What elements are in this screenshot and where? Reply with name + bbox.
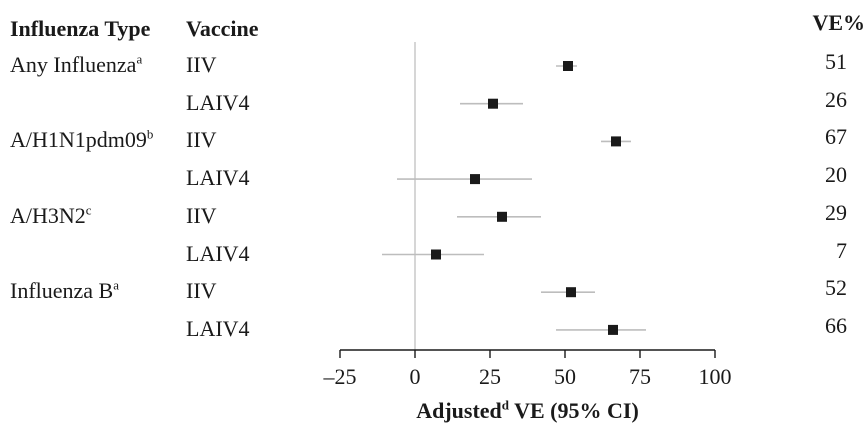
vaccine-label: LAIV4 [186,165,250,191]
ve-percent-value: 26 [825,86,847,112]
influenza-type-text: Influenza B [10,278,114,304]
ve-percent-value: 29 [825,199,847,225]
influenza-type-superscript: a [136,51,143,67]
influenza-type-superscript: b [146,127,154,143]
ve-point-marker [608,324,618,335]
vaccine-label: IIV [186,52,217,77]
vaccine-label: LAIV4 [186,89,250,115]
x-axis-tick-label: –25 [323,364,357,389]
ve-percent-value: 52 [825,275,847,301]
ve-point-marker [497,211,507,222]
x-axis-tick-label: 50 [554,364,576,389]
influenza-type-label: A/H3N2c [10,203,92,229]
vaccine-label: LAIV4 [186,240,250,266]
ve-point-marker [470,174,480,185]
x-axis-title-rest: VE (95% CI) [509,398,639,423]
ve-percent-value: 7 [836,237,847,263]
ve-percent-value: 67 [825,124,847,150]
header-ve-percent: VE% [812,10,865,35]
influenza-type-text: A/H1N1pdm09 [10,127,147,153]
x-axis-tick-label: 100 [699,364,732,389]
x-axis-title-superscript: d [501,397,510,413]
x-axis-title: Adjustedd VE (95% CI) [340,398,715,424]
ve-point-marker [431,249,441,260]
influenza-type-label: Any Influenzaa [10,52,142,78]
vaccine-label: IIV [186,127,217,153]
x-axis-tick-label: 0 [410,364,421,389]
influenza-type-superscript: a [113,277,120,293]
ve-point-marker [563,61,573,71]
header-influenza-type: Influenza Type [10,16,151,41]
x-axis-tick-label: 75 [629,364,651,389]
x-axis-tick-label: 25 [479,364,501,389]
ve-point-marker [566,287,576,298]
header-vaccine: Vaccine [186,16,259,41]
ve-percent-value: 51 [825,49,847,74]
influenza-type-label: Influenza Ba [10,278,119,304]
x-axis-title-main: Adjusted [416,398,502,423]
influenza-type-text: A/H3N2 [10,202,86,228]
ve-point-marker [611,136,621,147]
influenza-type-superscript: c [85,202,92,218]
vaccine-label: IIV [186,278,217,304]
influenza-type-label: A/H1N1pdm09b [10,127,153,153]
vaccine-label: IIV [186,202,217,228]
ve-percent-value: 20 [825,162,847,188]
ve-point-marker [488,98,498,109]
influenza-type-text: Any Influenza [10,52,137,77]
ve-percent-value: 66 [825,312,847,338]
vaccine-label: LAIV4 [186,315,250,341]
